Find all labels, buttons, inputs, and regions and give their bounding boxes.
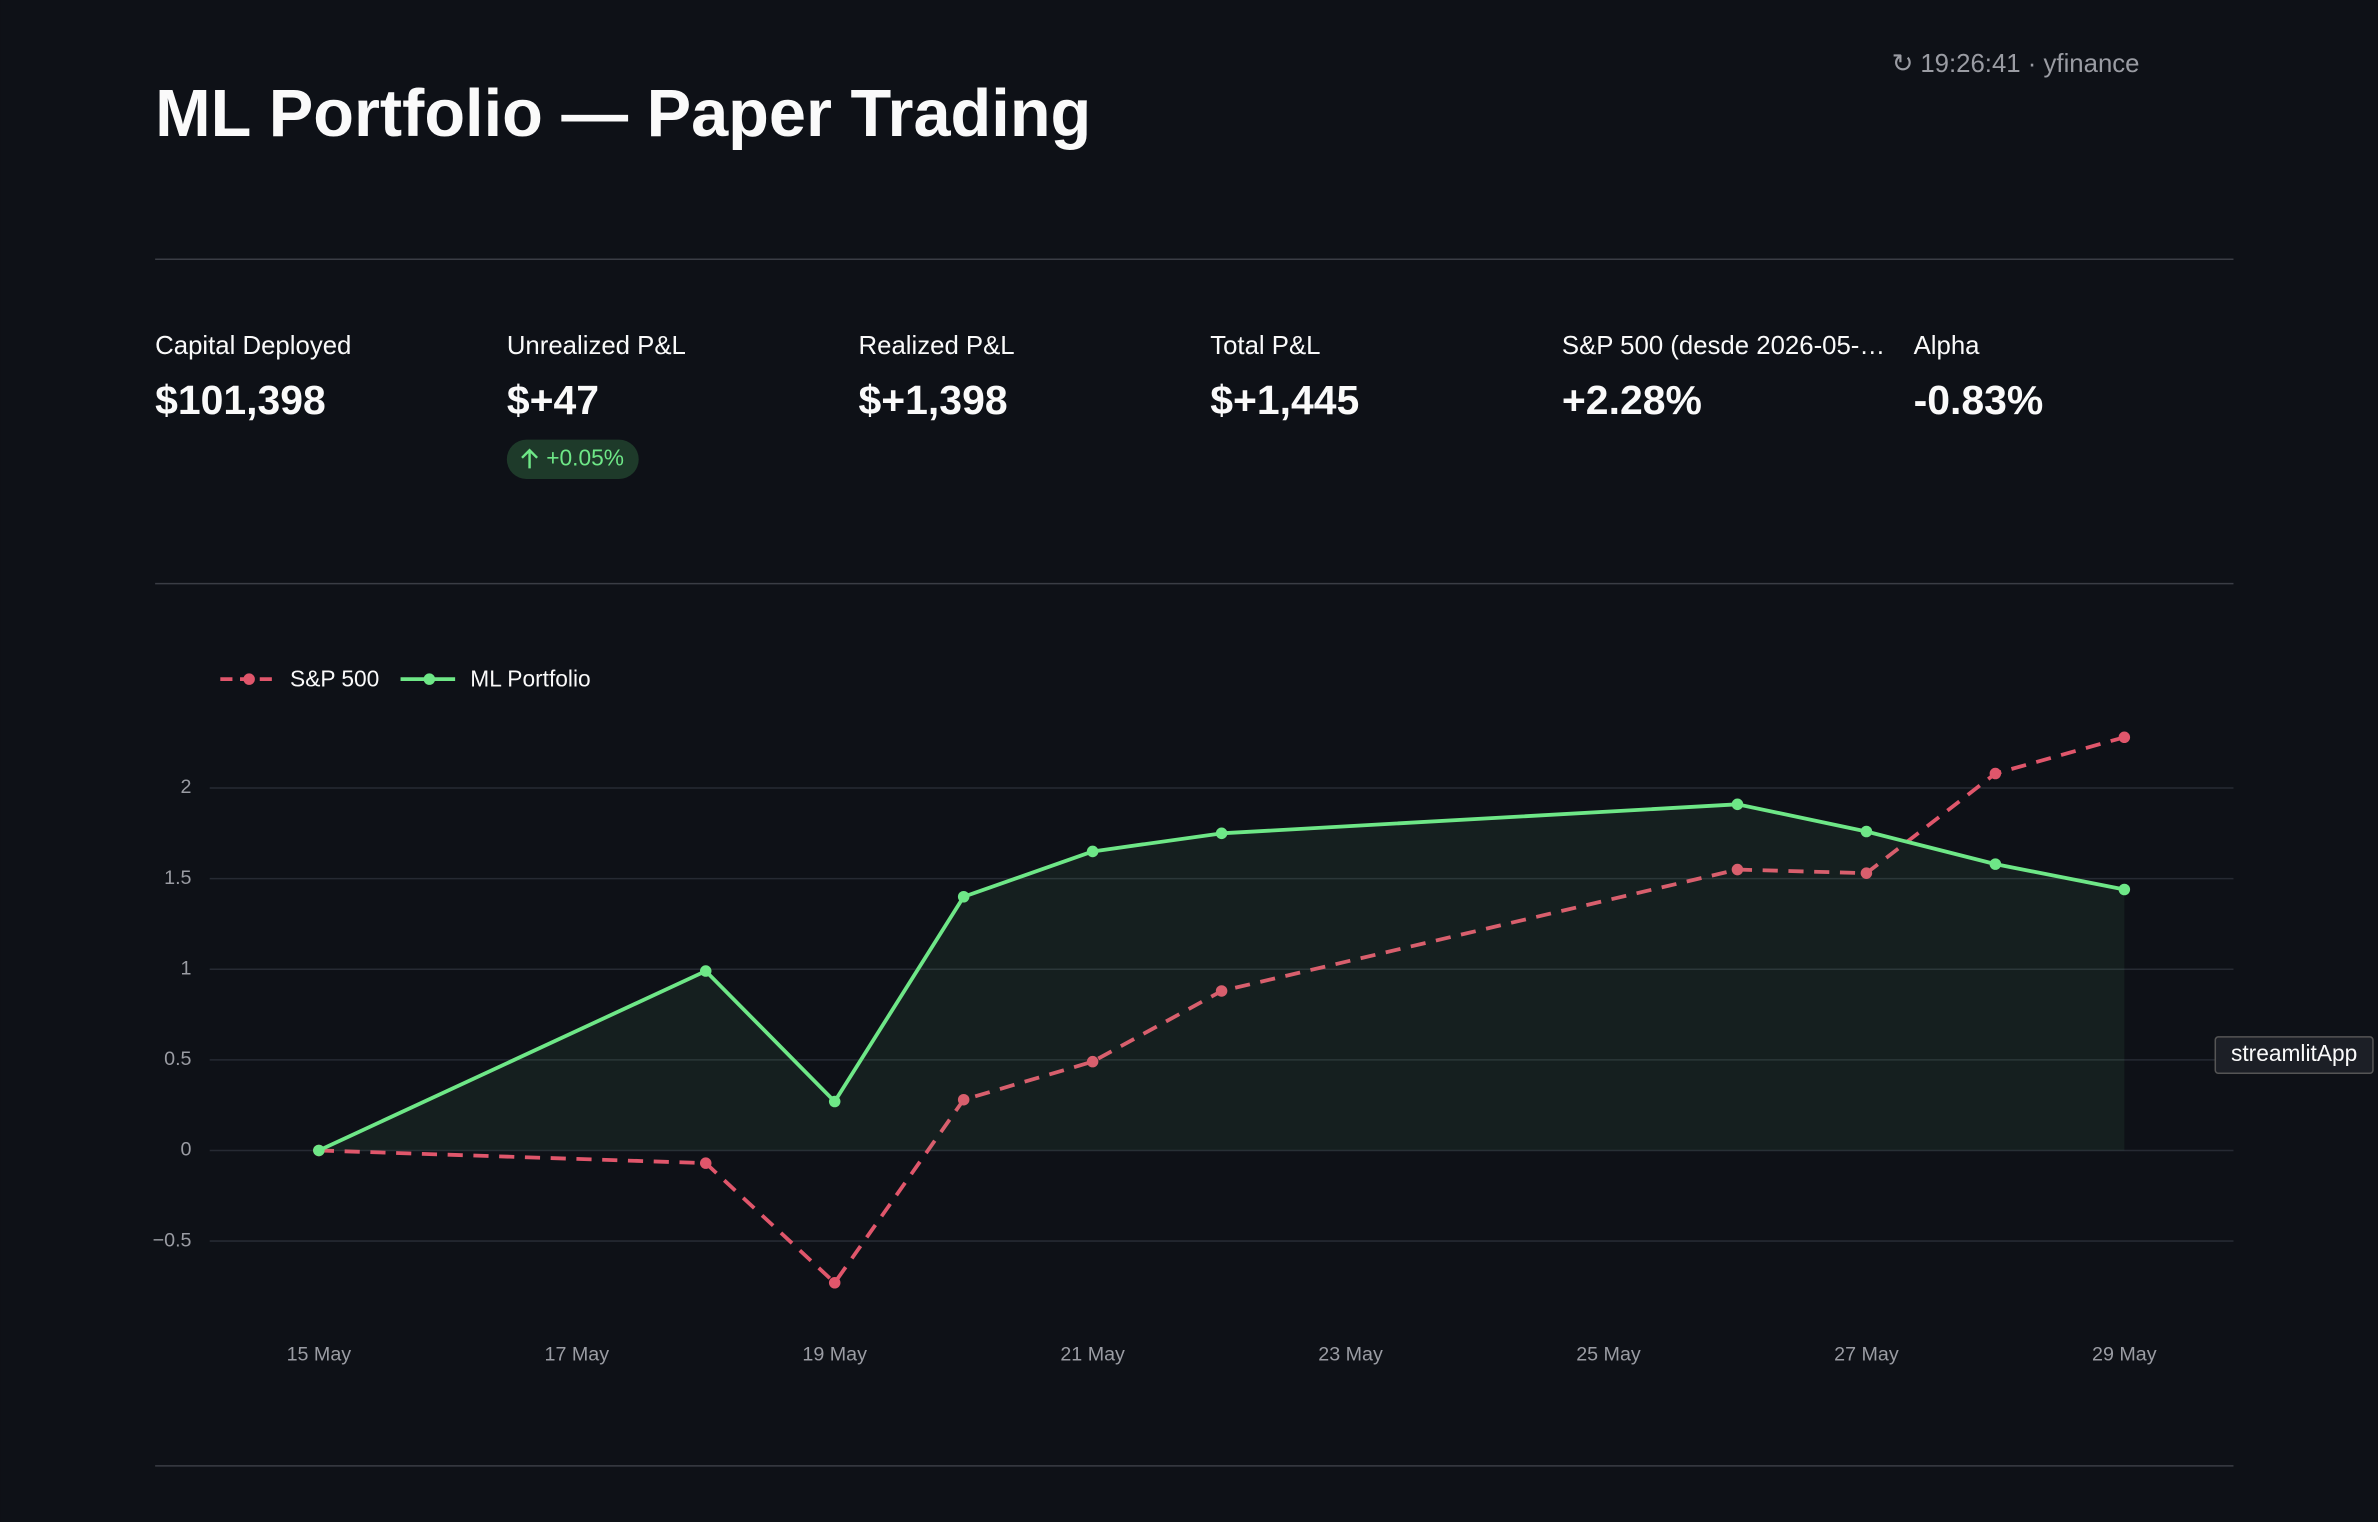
metric-value: $101,398 xyxy=(155,377,326,423)
metric-value: $+47 xyxy=(507,377,599,423)
metric-label: Realized P&L xyxy=(859,332,1015,360)
legend-dot xyxy=(243,673,255,685)
x-tick-label: 23 May xyxy=(1318,1343,1383,1365)
point xyxy=(2118,883,2131,896)
point xyxy=(1860,867,1873,879)
x-tick-label: 25 May xyxy=(1576,1343,1641,1365)
line xyxy=(318,802,2125,1153)
page-title: ML Portfolio — Paper Trading xyxy=(155,77,1091,151)
legend-dot xyxy=(423,673,436,685)
tooltip-box xyxy=(2214,1036,2374,1075)
point xyxy=(828,1095,841,1108)
metric-label: S&P 500 (desde 2026-05-… xyxy=(1562,332,1885,360)
x-tick-label: 15 May xyxy=(287,1343,352,1365)
delta-badge xyxy=(506,439,639,480)
point xyxy=(1989,767,2002,780)
x-tick-label: 29 May xyxy=(2092,1343,2157,1365)
point xyxy=(1215,985,1228,997)
metric-label: Alpha xyxy=(1914,332,1981,360)
metric-label: Capital Deployed xyxy=(155,332,351,360)
metric-delta: +0.05% xyxy=(546,444,624,470)
metric-value: $+1,445 xyxy=(1210,377,1359,423)
area xyxy=(318,804,2125,1151)
x-tick-label: 21 May xyxy=(1060,1343,1125,1365)
line xyxy=(318,735,2125,1285)
point xyxy=(699,965,712,977)
point xyxy=(2118,731,2131,744)
point xyxy=(957,1093,970,1106)
y-tick-label: 1 xyxy=(181,957,192,979)
y-tick-label: 0 xyxy=(181,1139,192,1161)
point xyxy=(1989,858,2002,870)
point xyxy=(1086,845,1099,858)
point xyxy=(313,1144,325,1157)
x-tick-label: 17 May xyxy=(544,1343,609,1365)
legend-label: ML Portfolio xyxy=(470,666,590,692)
x-tick-label: 19 May xyxy=(802,1343,867,1365)
chart: −0.5 0 0.5 1 1.5 2 15 May 17 May 19 May 21 May 23 … xyxy=(153,666,2234,1365)
point xyxy=(1731,863,1744,876)
metric-value: -0.83% xyxy=(1914,377,2044,423)
y-tick-label: 2 xyxy=(181,776,192,798)
refresh-status: ↻ 19:26:41 · yfinance xyxy=(1892,50,2140,78)
metric-value: +2.28% xyxy=(1562,377,1702,423)
point xyxy=(1086,1055,1099,1068)
point xyxy=(957,890,970,903)
point xyxy=(699,1157,712,1169)
x-tick-label: 27 May xyxy=(1834,1343,1899,1365)
tooltip-text: streamlitApp xyxy=(2231,1040,2357,1066)
point xyxy=(828,1276,841,1289)
delta-arrow xyxy=(521,448,539,469)
legend-label: S&P 500 xyxy=(290,666,379,692)
point xyxy=(1860,825,1873,838)
y-tick-label: 0.5 xyxy=(164,1048,191,1070)
metric-value: $+1,398 xyxy=(859,377,1008,423)
y-tick-label: −0.5 xyxy=(153,1229,192,1251)
point xyxy=(1731,798,1744,811)
metric-label: Unrealized P&L xyxy=(507,332,686,360)
tooltip: streamlitApp xyxy=(2214,1036,2374,1075)
metrics: Capital Deployed $101,398 Unrealized P&L $+… xyxy=(155,332,2044,480)
point xyxy=(1215,827,1228,840)
y-tick-label: 1.5 xyxy=(164,867,191,889)
metric-label: Total P&L xyxy=(1210,332,1320,360)
